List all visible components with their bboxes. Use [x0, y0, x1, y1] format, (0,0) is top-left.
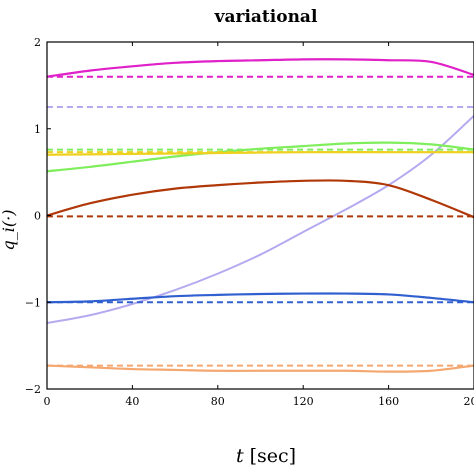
y-tick-label: 1 [34, 123, 41, 136]
series-line-5-solid [47, 141, 474, 173]
y-tick-label: 0 [34, 210, 41, 223]
x-tick-label: 160 [378, 395, 399, 408]
series-line-9-solid [47, 179, 474, 219]
series-line-4-solid [47, 115, 474, 325]
tick-layer: 0 40 80 120 160 200 2 1 0 −1 −2 [25, 36, 474, 408]
series-line-13-solid [47, 364, 474, 373]
chart-title: variational [214, 7, 318, 27]
series-line-11-solid [47, 292, 474, 304]
series-line-1-solid [47, 58, 474, 78]
y-tick-label: −1 [25, 296, 41, 309]
x-tick-label: 80 [211, 395, 225, 408]
y-tick-label: −2 [25, 383, 41, 396]
x-tick-label: 0 [44, 395, 51, 408]
x-axis-label: t [sec] [236, 445, 296, 467]
y-axis-label: q_i(·) [0, 210, 18, 251]
x-axis-unit: [sec] [250, 445, 296, 467]
x-axis-variable: t [236, 445, 244, 467]
x-tick-label: 120 [293, 395, 314, 408]
series-layer [47, 58, 474, 373]
x-tick-label: 200 [464, 395, 474, 408]
x-tick-label: 40 [125, 395, 139, 408]
y-tick-label: 2 [34, 36, 41, 49]
